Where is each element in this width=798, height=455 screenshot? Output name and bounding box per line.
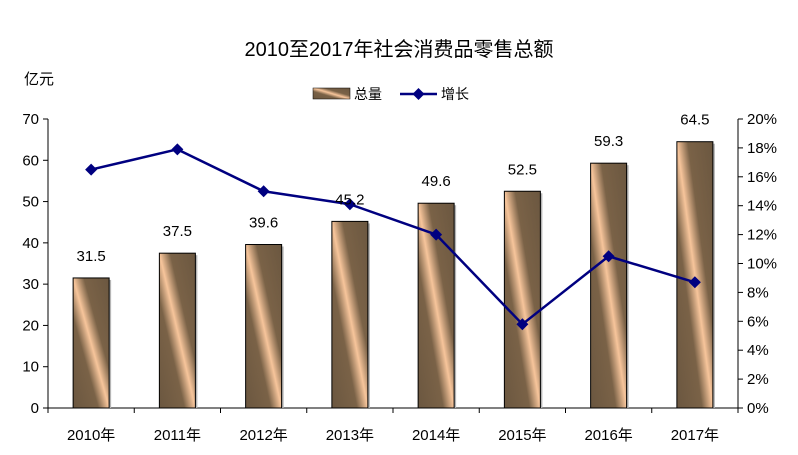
bar — [590, 162, 628, 409]
x-tick-label: 2014年 — [412, 427, 460, 444]
y-right-tick-label: 2% — [747, 371, 769, 388]
bar-value-label: 45.2 — [335, 191, 364, 208]
bar-value-label: 59.3 — [594, 133, 623, 150]
x-tick-label: 2017年 — [671, 427, 719, 444]
y-left-tick-label: 70 — [22, 111, 39, 128]
axes: 0 10 20 30 40 50 60 70 0% 2% 4% 6% 8% 10% 12% 14% 16% 18%… — [22, 111, 777, 444]
y-left-tick-label: 10 — [22, 359, 39, 376]
growth-point — [343, 198, 356, 211]
y-right-tick-label: 0% — [747, 400, 769, 417]
y-right-tick-label: 4% — [747, 342, 769, 359]
growth-point — [602, 250, 615, 263]
bar-value-label: 37.5 — [163, 223, 192, 240]
y-right-tick-label: 20% — [747, 111, 777, 128]
legend-bar-label: 总量 — [354, 86, 382, 102]
y-right-tick-label: 12% — [747, 227, 777, 244]
y-right-tick-label: 8% — [747, 284, 769, 301]
bar — [72, 277, 110, 409]
x-tick-label: 2013年 — [326, 427, 374, 444]
y-left-tick-label: 60 — [22, 152, 39, 169]
x-tick-label: 2016年 — [584, 427, 632, 444]
bar — [676, 141, 714, 409]
growth-point — [688, 276, 701, 289]
bar — [158, 252, 196, 409]
legend-bar-swatch — [312, 87, 351, 100]
bar-value-label: 52.5 — [508, 161, 537, 178]
bar-value-label: 31.5 — [77, 248, 106, 265]
x-tick-label: 2011年 — [154, 427, 201, 444]
y-right-tick-label: 10% — [747, 256, 777, 273]
growth-point — [171, 143, 184, 156]
y-left-tick-label: 0 — [31, 400, 39, 417]
growth-line — [90, 148, 696, 326]
x-tick-label: 2015年 — [498, 427, 546, 444]
y-left-tick-label: 50 — [22, 194, 39, 211]
line-series — [85, 143, 701, 331]
y-right-tick-label: 18% — [747, 140, 777, 157]
bar — [245, 244, 283, 409]
legend: 总量 增长 — [312, 86, 469, 102]
y-right-tick-label: 14% — [747, 198, 777, 215]
bar-value-label: 39.6 — [249, 215, 278, 232]
growth-point — [430, 228, 443, 241]
legend-line-marker — [412, 88, 425, 100]
data-labels: 31.5 37.5 39.6 45.2 49.6 52.5 59.3 64.5 — [77, 112, 710, 265]
y-left-tick-label: 40 — [22, 235, 39, 252]
x-tick-label: 2010年 — [67, 427, 115, 444]
growth-point — [257, 185, 270, 198]
y-right-tick-label: 6% — [747, 313, 769, 330]
growth-point — [516, 318, 529, 331]
bar-series — [72, 141, 715, 409]
growth-point — [85, 163, 98, 176]
bar-value-label: 64.5 — [680, 112, 709, 129]
x-tick-label: 2012年 — [239, 427, 287, 444]
y-axis-unit: 亿元 — [24, 71, 54, 88]
bar — [503, 190, 541, 409]
y-left-tick-label: 20 — [22, 317, 39, 334]
legend-line-label: 增长 — [441, 86, 469, 102]
bar-value-label: 49.6 — [422, 173, 451, 190]
y-right-tick-label: 16% — [747, 169, 777, 186]
bar — [331, 220, 369, 409]
y-left-tick-label: 30 — [22, 276, 39, 293]
chart-title: 2010至2017年社会消费品零售总额 — [245, 38, 554, 61]
